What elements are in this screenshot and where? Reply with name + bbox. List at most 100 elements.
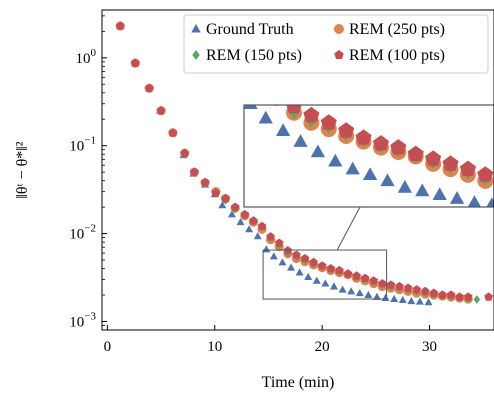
inset-point-ground-truth [449, 191, 465, 204]
point-rem-100-pts [446, 290, 456, 299]
inset-point-rem-250-pts [251, 76, 267, 92]
inset-point-rem-100-pts [442, 155, 459, 171]
y-tick-label: 10−2 [69, 223, 96, 243]
inset-point-ground-truth [276, 123, 291, 137]
point-rem-100-pts [130, 58, 140, 67]
inset-marks [244, 73, 494, 207]
y-tick-label: 100 [76, 47, 97, 67]
y-axis-title: ‖θᵗ − θ*‖² [14, 141, 31, 198]
point-ground-truth [253, 232, 262, 240]
point-ground-truth [364, 290, 373, 298]
point-rem-100-pts [211, 188, 221, 197]
point-ground-truth [407, 297, 416, 305]
inset-point-ground-truth [380, 173, 395, 187]
inset-frame [243, 104, 494, 208]
legend-label: REM (100 pts) [349, 47, 445, 64]
legend-label: Ground Truth [206, 21, 294, 38]
point-rem-100-pts [249, 216, 258, 225]
plot-frame [101, 9, 494, 331]
inset-point-ground-truth [244, 105, 258, 110]
point-ground-truth [398, 295, 407, 304]
inset-point-rem-250-pts [272, 105, 281, 106]
point-ground-truth [329, 282, 338, 290]
legend-label: REM (250 pts) [349, 21, 445, 38]
point-rem-100-pts [360, 273, 370, 283]
point-rem-100-pts [326, 263, 336, 273]
inset-point-rem-150-pts [271, 87, 282, 102]
point-rem-100-pts [189, 167, 199, 176]
point-ground-truth [355, 288, 364, 297]
legend-box [183, 14, 489, 74]
point-ground-truth [312, 276, 321, 284]
x-tick-label: 10 [207, 339, 222, 355]
point-rem-100-pts [429, 288, 439, 297]
legend-label: REM (150 pts) [206, 47, 302, 64]
point-rem-100-pts [292, 250, 301, 259]
inset-point-rem-150-pts [254, 73, 265, 88]
point-rem-100-pts [257, 221, 267, 231]
inset-point-rem-100-pts [355, 129, 372, 145]
point-rem-100-pts [317, 261, 327, 270]
point-ground-truth [236, 217, 245, 226]
point-rem-100-pts [438, 290, 447, 299]
point-ground-truth [381, 293, 390, 301]
inset-background [244, 105, 494, 207]
inset-point-ground-truth [345, 161, 360, 175]
inset-point-rem-100-pts [320, 114, 337, 130]
point-ground-truth [287, 263, 296, 271]
inset-point-rem-100-pts [477, 166, 494, 182]
point-rem-100-pts [463, 292, 473, 301]
inset-point-ground-truth [467, 195, 482, 207]
point-rem-100-pts [377, 278, 387, 288]
point-ground-truth [415, 297, 424, 305]
point-rem-100-pts [352, 271, 361, 280]
point-ground-truth [321, 279, 330, 287]
point-rem-100-pts [386, 280, 396, 289]
inset-point-ground-truth [328, 153, 343, 167]
point-ground-truth [390, 294, 399, 302]
point-rem-100-pts [144, 83, 154, 93]
point-ground-truth [218, 201, 227, 209]
data-marks [115, 21, 493, 306]
point-rem-100-pts [420, 286, 430, 296]
point-ground-truth [262, 245, 271, 253]
inset-point-rem-100-pts [286, 105, 302, 114]
point-ground-truth [372, 292, 381, 300]
point-ground-truth [269, 252, 278, 260]
inset-point-ground-truth [415, 183, 430, 197]
inset-point-rem-100-pts [338, 122, 355, 138]
inset-point-rem-100-pts [425, 150, 442, 166]
legend-marker [334, 24, 344, 34]
point-ground-truth [424, 298, 433, 306]
legend: Ground Truth REM (250 pts) REM (150 pts) RE… [183, 14, 489, 74]
point-rem-100-pts [334, 265, 344, 275]
inset-point-rem-100-pts [303, 106, 320, 123]
point-rem-100-pts [266, 232, 275, 241]
legend-marker [334, 50, 344, 60]
legend-marker [192, 50, 200, 60]
point-rem-100-pts [484, 292, 493, 301]
zoom-inset [243, 73, 494, 300]
zoom-source-box [262, 249, 388, 300]
x-axis-title: Time (min) [262, 374, 335, 391]
point-rem-100-pts [309, 257, 318, 267]
point-rem-100-pts [412, 285, 422, 294]
point-ground-truth [304, 272, 313, 281]
inset-point-ground-truth [310, 144, 326, 158]
point-ground-truth [347, 287, 356, 295]
inset-point-rem-100-pts [459, 160, 476, 176]
inset-point-rem-100-pts [372, 135, 390, 151]
y-tick-label: 10−1 [69, 135, 96, 155]
inset-point-rem-100-pts [407, 145, 424, 162]
point-rem-100-pts [403, 283, 413, 292]
point-ground-truth [338, 285, 347, 293]
point-rem-100-pts [115, 21, 125, 30]
point-rem-100-pts [274, 238, 284, 247]
point-ground-truth [227, 210, 236, 218]
inset-point-rem-100-pts [269, 82, 285, 97]
inset-point-ground-truth [362, 167, 378, 181]
point-rem-100-pts [230, 202, 240, 211]
inset-point-ground-truth [293, 134, 308, 147]
inset-point-ground-truth [258, 110, 273, 124]
